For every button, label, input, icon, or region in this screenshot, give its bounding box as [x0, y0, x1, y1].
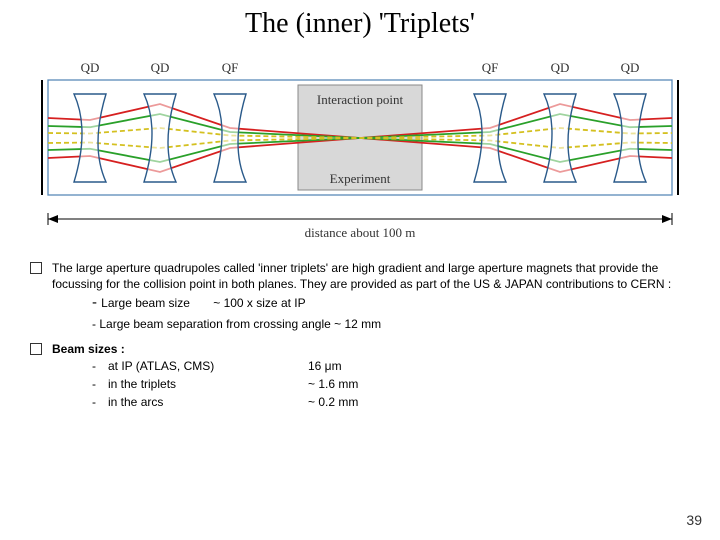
page-number: 39	[686, 512, 702, 528]
slide-title: The (inner) 'Triplets'	[30, 8, 690, 40]
beam-row-label: at IP (ATLAS, CMS)	[108, 357, 308, 375]
beam-row-value: 16 μm	[308, 357, 408, 375]
beam-row-label: in the arcs	[108, 393, 308, 411]
bullet-1-sub-1: - Large beam size ~ 100 x size at IP	[92, 292, 690, 315]
beam-size-row: -at IP (ATLAS, CMS) 16 μm	[92, 357, 690, 375]
svg-text:QF: QF	[482, 60, 499, 75]
beam-size-row: -in the arcs~ 0.2 mm	[92, 393, 690, 411]
beam-row-label: in the triplets	[108, 375, 308, 393]
svg-text:Interaction point: Interaction point	[317, 92, 404, 107]
svg-text:Experiment: Experiment	[330, 171, 391, 186]
svg-text:distance about 100 m: distance about 100 m	[305, 225, 416, 240]
triplet-diagram: Interaction point Experiment QD QD QF QF QD QD d…	[30, 50, 690, 240]
bullet-1-sub-2: - Large beam separation from crossing an…	[92, 315, 690, 333]
beam-size-row: -in the triplets~ 1.6 mm	[92, 375, 690, 393]
bullet-2: Beam sizes : -at IP (ATLAS, CMS) 16 μm-i…	[30, 341, 690, 411]
bullet-marker-icon	[30, 262, 42, 274]
svg-text:QD: QD	[621, 60, 640, 75]
svg-text:QD: QD	[151, 60, 170, 75]
bullet-marker-icon	[30, 343, 42, 355]
beam-row-value: ~ 0.2 mm	[308, 393, 408, 411]
bullet-1-text: The large aperture quadrupoles called 'i…	[52, 260, 690, 292]
bullet-1: The large aperture quadrupoles called 'i…	[30, 260, 690, 333]
svg-text:QD: QD	[81, 60, 100, 75]
svg-text:QF: QF	[222, 60, 239, 75]
bullet-2-title: Beam sizes :	[52, 342, 125, 356]
beam-row-value: ~ 1.6 mm	[308, 375, 408, 393]
svg-text:QD: QD	[551, 60, 570, 75]
